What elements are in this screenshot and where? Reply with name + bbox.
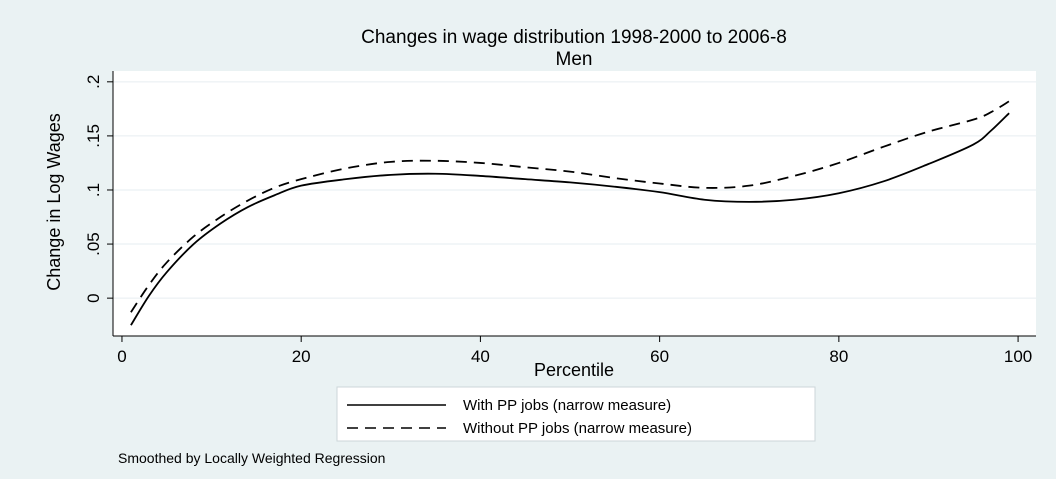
- plot-area: [113, 71, 1036, 336]
- x-tick-label: 100: [1004, 347, 1032, 366]
- legend-label-with-pp: With PP jobs (narrow measure): [463, 397, 671, 414]
- x-tick-label: 40: [471, 347, 490, 366]
- x-tick-label: 60: [650, 347, 669, 366]
- y-tick-label: .1: [84, 183, 103, 197]
- x-tick-label: 20: [292, 347, 311, 366]
- x-axis-label: Percentile: [534, 360, 614, 380]
- chart-subtitle: Men: [556, 49, 593, 70]
- axes: [112, 71, 1036, 337]
- y-tick-label: .05: [84, 232, 103, 256]
- x-tick-label: 0: [117, 347, 126, 366]
- grid-lines: [113, 81, 1036, 299]
- series-line-without-pp: [130, 100, 1010, 313]
- y-tick-label: 0: [84, 293, 103, 302]
- y-tick-label: .15: [84, 124, 103, 148]
- y-axis-label: Change in Log Wages: [44, 113, 64, 290]
- chart-note: Smoothed by Locally Weighted Regression: [118, 450, 385, 466]
- chart-title: Changes in wage distribution 1998-2000 t…: [361, 27, 787, 48]
- series-lines: [130, 100, 1010, 326]
- series-line-with-pp: [130, 112, 1010, 326]
- y-tick-label: .2: [84, 75, 103, 89]
- x-tick-label: 80: [829, 347, 848, 366]
- legend-label-without-pp: Without PP jobs (narrow measure): [463, 420, 692, 437]
- legend-box: [336, 386, 816, 442]
- axis-ticks: 0 .05 .1 .15 .2 0 20 40 60 80 100: [84, 75, 1032, 366]
- legend: With PP jobs (narrow measure) Without PP…: [336, 386, 816, 442]
